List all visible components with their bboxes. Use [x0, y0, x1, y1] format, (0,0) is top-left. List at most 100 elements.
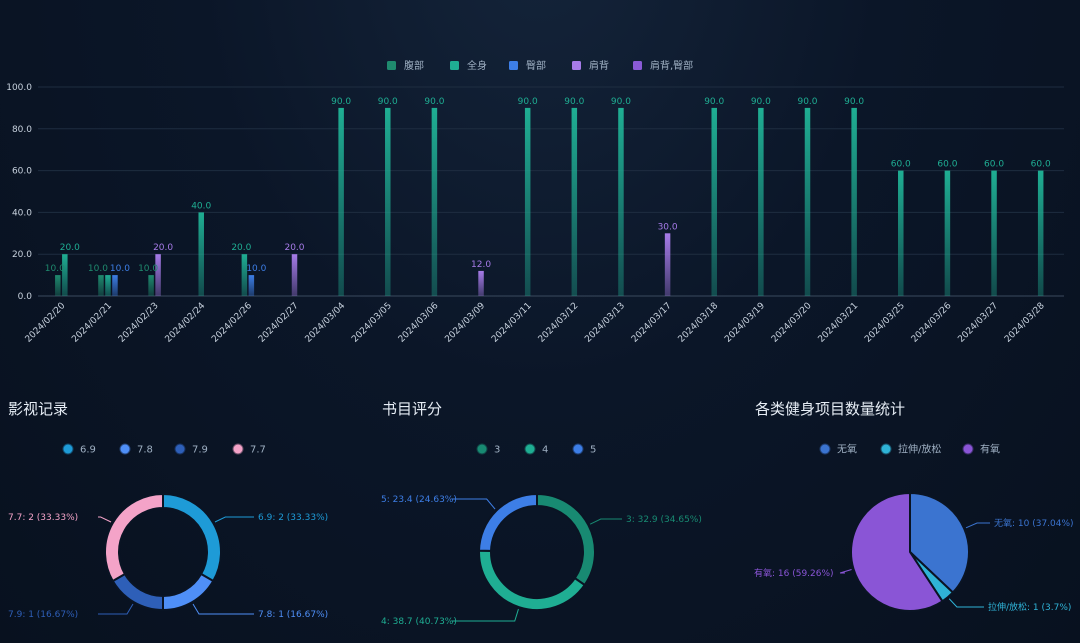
bar[interactable]	[851, 107, 857, 297]
legend-label[interactable]: 6.9	[80, 445, 96, 456]
bar-chart-value-labels: 10.020.010.0 10.0 10.020.040.020.010.020.0…	[45, 97, 1051, 274]
bar[interactable]	[62, 254, 68, 296]
pie-slice[interactable]	[478, 549, 587, 611]
label-leader-line	[98, 603, 134, 615]
pie-slice-label: 7.7: 2 (33.33%)	[8, 513, 78, 523]
legend-label[interactable]: 拉伸/放松	[898, 443, 941, 456]
bar-value-label: 60.0	[984, 160, 1004, 170]
pie-slice-label: 7.8: 1 (16.67%)	[258, 610, 328, 620]
x-tick-label: 2024/03/25	[863, 301, 907, 345]
bar[interactable]	[524, 107, 531, 297]
bar[interactable]	[248, 275, 255, 296]
pie-slice[interactable]	[850, 491, 944, 612]
pie-slice-label: 5: 23.4 (24.63%)	[381, 495, 457, 505]
legend-swatch[interactable]	[450, 61, 459, 70]
legend-label[interactable]: 肩背,臀部	[650, 59, 693, 72]
bar-value-label: 90.0	[844, 97, 864, 107]
pie-slice-label: 3: 32.9 (34.65%)	[626, 515, 702, 525]
bar[interactable]	[105, 275, 111, 296]
pie-slice[interactable]	[909, 491, 970, 594]
pie-slice[interactable]	[104, 492, 164, 583]
x-tick-label: 2024/02/26	[210, 301, 254, 345]
bar-value-label: 10.0	[88, 264, 108, 274]
legend-label[interactable]: 腹部	[404, 59, 424, 72]
bar[interactable]	[241, 254, 248, 296]
legend-swatch[interactable]	[174, 443, 186, 455]
pie-slice[interactable]	[477, 492, 538, 552]
y-tick-label: 60.0	[12, 167, 32, 177]
legend-label[interactable]: 3	[494, 445, 500, 456]
bar[interactable]	[898, 170, 904, 296]
legend-label[interactable]: 5	[590, 445, 596, 456]
label-leader-line	[452, 608, 519, 622]
legend-label[interactable]: 无氧	[837, 443, 857, 456]
legend-swatch[interactable]	[962, 443, 974, 455]
pie-slice[interactable]	[536, 492, 596, 587]
x-tick-label: 2024/02/24	[164, 301, 208, 345]
legend-swatch[interactable]	[572, 61, 581, 70]
y-tick-label: 0.0	[18, 292, 33, 302]
legend-label[interactable]: 肩背	[589, 59, 609, 72]
bar[interactable]	[758, 107, 764, 297]
legend-swatch[interactable]	[62, 443, 74, 455]
label-leader-line	[192, 603, 254, 615]
x-tick-label: 2024/02/20	[24, 301, 68, 345]
bar-value-label: 10.0	[45, 264, 65, 274]
bar[interactable]	[291, 254, 298, 296]
x-tick-label: 2024/03/06	[397, 301, 441, 345]
pie-slice[interactable]	[162, 572, 215, 612]
legend-swatch[interactable]	[880, 443, 892, 455]
bar-value-label: 90.0	[518, 97, 538, 107]
bar[interactable]	[431, 107, 438, 297]
legend-swatch[interactable]	[232, 443, 244, 455]
x-tick-label: 2024/03/28	[1003, 301, 1047, 345]
bar[interactable]	[944, 170, 951, 296]
legend-label[interactable]: 全身	[467, 59, 487, 72]
bar-value-label: 40.0	[191, 201, 211, 211]
bar-value-label: 90.0	[564, 97, 584, 107]
bar-value-label: 60.0	[937, 160, 957, 170]
bar[interactable]	[478, 270, 484, 296]
legend-swatch[interactable]	[476, 443, 488, 455]
bar[interactable]	[55, 275, 61, 296]
bar[interactable]	[571, 107, 578, 297]
legend-swatch[interactable]	[572, 443, 584, 455]
bar-value-label: 20.0	[284, 243, 304, 253]
bar[interactable]	[112, 275, 118, 296]
bar[interactable]	[148, 275, 154, 296]
legend-label[interactable]: 7.7	[250, 445, 266, 456]
bar[interactable]	[385, 107, 391, 297]
legend-swatch[interactable]	[509, 61, 518, 70]
bar[interactable]	[664, 233, 671, 296]
bar[interactable]	[991, 170, 997, 296]
legend-swatch[interactable]	[633, 61, 642, 70]
bar[interactable]	[711, 107, 717, 297]
bar-value-label: 20.0	[60, 243, 80, 253]
legend-label[interactable]: 有氧	[980, 443, 1000, 456]
bar[interactable]	[198, 212, 204, 296]
legend-swatch[interactable]	[524, 443, 536, 455]
bar[interactable]	[804, 107, 811, 297]
bar-value-label: 90.0	[424, 97, 444, 107]
legend-swatch[interactable]	[819, 443, 831, 455]
bar[interactable]	[155, 254, 161, 296]
legend-label[interactable]: 4	[542, 445, 548, 456]
x-tick-label: 2024/03/04	[304, 301, 348, 345]
bar[interactable]	[338, 107, 344, 297]
legend-label[interactable]: 7.9	[192, 445, 208, 456]
bar[interactable]	[98, 275, 104, 296]
legend-swatch[interactable]	[119, 443, 131, 455]
bar[interactable]	[1037, 170, 1044, 296]
x-tick-label: 2024/03/21	[817, 301, 861, 345]
legend-label[interactable]: 7.8	[137, 445, 153, 456]
pie-slice[interactable]	[111, 572, 164, 612]
x-tick-label: 2024/02/21	[70, 301, 114, 345]
legend-label[interactable]: 臀部	[526, 59, 546, 72]
bar[interactable]	[618, 107, 624, 297]
pie-slice[interactable]	[162, 492, 222, 583]
label-leader-line	[948, 598, 984, 608]
legend-swatch[interactable]	[387, 61, 396, 70]
bar-chart-y-axis: 0.0 20.0 40.0 60.0 80.0 100.0	[6, 83, 32, 302]
bar-value-label: 10.0	[138, 264, 158, 274]
